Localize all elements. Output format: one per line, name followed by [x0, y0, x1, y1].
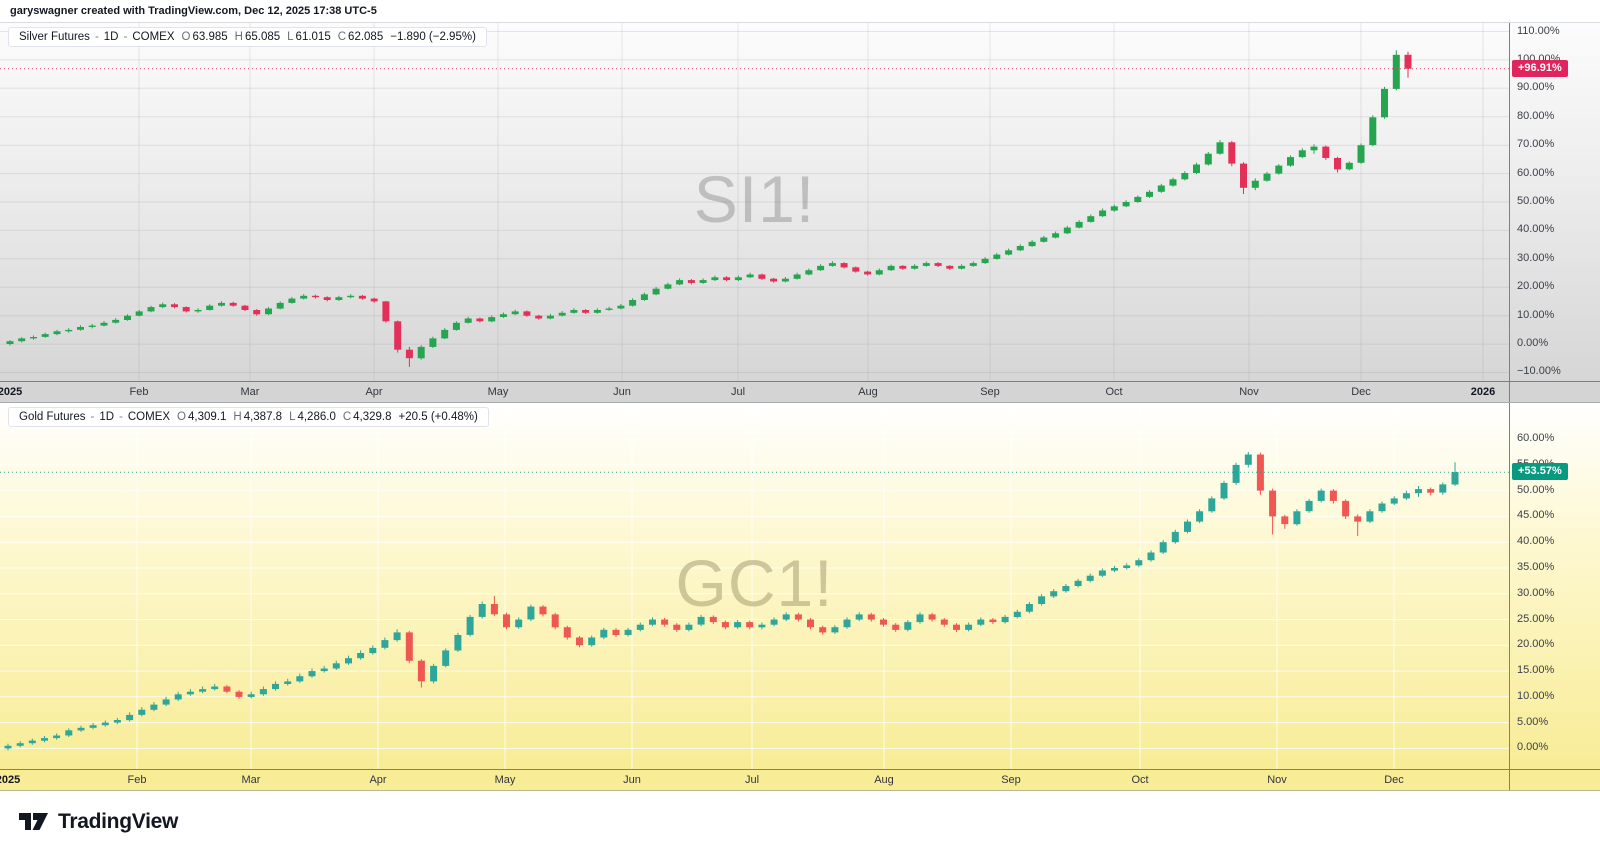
silver-interval[interactable]: 1D	[103, 31, 119, 43]
tradingview-logo-icon[interactable]	[18, 810, 49, 834]
y-axis-tick-label: 20.00%	[1517, 638, 1555, 651]
x-axis-month-label: Jun	[613, 386, 631, 398]
candles-series	[6, 50, 1412, 367]
y-axis-tick-label: 0.00%	[1517, 741, 1549, 754]
silver-chart-plot[interactable]: SI1! Silver Futures - 1D - COMEX O 63.985…	[0, 23, 1510, 381]
y-axis-tick-label: 40.00%	[1517, 535, 1555, 548]
gold-close-value: C 4,329.8	[342, 411, 392, 423]
y-axis-tick-label: 40.00%	[1517, 223, 1555, 236]
silver-close-value: C 62.085	[337, 31, 384, 43]
y-axis-tick-label: 35.00%	[1517, 560, 1555, 573]
gold-price-axis[interactable]: +53.57% 60.00%55.00%50.00%45.00%40.00%35…	[1510, 403, 1600, 769]
silver-candlestick-chart	[0, 23, 1509, 381]
legend-separator: -	[119, 411, 123, 423]
gold-symbol-title[interactable]: Gold Futures	[19, 411, 86, 423]
y-axis-tick-label: 50.00%	[1517, 483, 1555, 496]
y-axis-tick-label: 30.00%	[1517, 586, 1555, 599]
x-axis-month-label: Feb	[129, 386, 149, 398]
x-axis-month-label: Aug	[858, 386, 878, 398]
gridlines	[0, 23, 1509, 381]
y-axis-tick-label: 25.00%	[1517, 612, 1555, 625]
y-axis-tick-label: 10.00%	[1517, 308, 1555, 321]
gold-high-value: H 4,387.8	[233, 411, 283, 423]
x-axis-month-label: 2025	[0, 386, 23, 398]
gold-low-value: L 4,286.0	[289, 411, 336, 423]
footer: TradingView	[0, 791, 1600, 851]
silver-change-value: −1.890 (−2.95%)	[390, 31, 476, 43]
y-axis-tick-label: 70.00%	[1517, 138, 1555, 151]
gridlines	[0, 403, 1509, 769]
x-axis-month-label: Nov	[1267, 774, 1287, 786]
x-axis-month-label: Sep	[1001, 774, 1021, 786]
x-axis-month-label: Apr	[365, 386, 383, 398]
tradingview-wordmark[interactable]: TradingView	[58, 809, 179, 833]
y-axis-tick-label: 50.00%	[1517, 195, 1555, 207]
y-axis-tick-label: 15.00%	[1517, 664, 1555, 677]
gold-time-axis[interactable]: 2025 Feb Mar Apr May Jun Jul Aug Sep Oct Nov Dec	[0, 769, 1600, 791]
silver-legend: Silver Futures - 1D - COMEX O 63.985 H 65.…	[8, 27, 487, 47]
x-axis-month-label: May	[494, 774, 516, 786]
gold-panel: GC1! Gold Futures - 1D - COMEX O 4,309.1 …	[0, 403, 1600, 791]
x-axis-month-label: 2025	[0, 774, 21, 786]
gold-time-axis-labels: 2025 Feb Mar Apr May Jun Jul Aug Sep Oct Nov Dec	[0, 770, 1510, 790]
silver-time-axis[interactable]: 2025 Feb Mar Apr May Jun Jul Aug Sep Oct Nov Dec 202…	[0, 381, 1600, 403]
attribution-text: garyswagner created with TradingView.com…	[0, 0, 1600, 22]
candles-series	[4, 452, 1459, 751]
legend-separator: -	[123, 31, 128, 43]
x-axis-month-label: Sep	[980, 386, 1000, 398]
gold-open-value: O 4,309.1	[177, 411, 227, 423]
y-axis-tick-label: 90.00%	[1517, 81, 1555, 94]
x-axis-month-label: 2026	[1470, 386, 1496, 398]
y-axis-tick-label: 60.00%	[1517, 432, 1555, 445]
silver-low-value: L 61.015	[287, 31, 331, 43]
silver-price-axis[interactable]: +96.91% 110.00% 100.00% 90.00% 80.00% 70.00%…	[1510, 23, 1600, 381]
y-axis-tick-label: 45.00%	[1517, 509, 1555, 522]
x-axis-month-label: Feb	[127, 774, 147, 786]
gold-legend: Gold Futures - 1D - COMEX O 4,309.1 H 4,38…	[8, 407, 489, 427]
gold-interval[interactable]: 1D	[99, 411, 115, 423]
x-axis-month-label: Dec	[1384, 774, 1404, 786]
gold-last-price-badge: +53.57%	[1512, 463, 1568, 481]
y-axis-tick-label: 10.00%	[1517, 689, 1555, 702]
x-axis-month-label: Mar	[241, 774, 261, 786]
x-axis-month-label: Oct	[1131, 774, 1149, 786]
x-axis-month-label: Jul	[744, 774, 760, 786]
y-axis-tick-label: 60.00%	[1517, 166, 1555, 179]
gold-candlestick-chart	[0, 403, 1509, 769]
y-axis-tick-label: 20.00%	[1517, 280, 1555, 293]
silver-time-axis-labels: 2025 Feb Mar Apr May Jun Jul Aug Sep Oct Nov Dec 202…	[0, 382, 1510, 402]
silver-symbol-title[interactable]: Silver Futures	[19, 31, 90, 43]
y-axis-tick-label: 110.00%	[1517, 24, 1560, 37]
legend-separator: -	[90, 411, 95, 423]
x-axis-month-label: Mar	[240, 386, 260, 398]
silver-open-value: O 63.985	[181, 31, 228, 43]
x-axis-month-label: Jun	[623, 774, 641, 786]
silver-last-price-badge: +96.91%	[1512, 59, 1568, 77]
gold-exchange[interactable]: COMEX	[127, 411, 171, 423]
silver-high-value: H 65.085	[234, 31, 281, 43]
y-axis-tick-label: −10.00%	[1517, 365, 1561, 378]
x-axis-month-label: Nov	[1239, 386, 1259, 398]
y-axis-tick-label: 30.00%	[1517, 251, 1555, 264]
x-axis-month-label: Dec	[1351, 386, 1371, 398]
x-axis-month-label: Oct	[1105, 386, 1123, 398]
gold-change-value: +20.5 (+0.48%)	[398, 411, 478, 423]
x-axis-month-label: May	[487, 386, 509, 398]
silver-panel: SI1! Silver Futures - 1D - COMEX O 63.985…	[0, 22, 1600, 403]
y-axis-tick-label: 0.00%	[1517, 337, 1549, 350]
x-axis-month-label: Aug	[874, 774, 894, 786]
x-axis-month-label: Jul	[730, 386, 746, 398]
y-axis-tick-label: 80.00%	[1517, 109, 1555, 122]
x-axis-month-label: Apr	[369, 774, 387, 786]
y-axis-tick-label: 5.00%	[1517, 715, 1549, 728]
gold-chart-plot[interactable]: GC1! Gold Futures - 1D - COMEX O 4,309.1 …	[0, 403, 1510, 769]
legend-separator: -	[94, 31, 99, 43]
silver-exchange[interactable]: COMEX	[132, 31, 175, 43]
